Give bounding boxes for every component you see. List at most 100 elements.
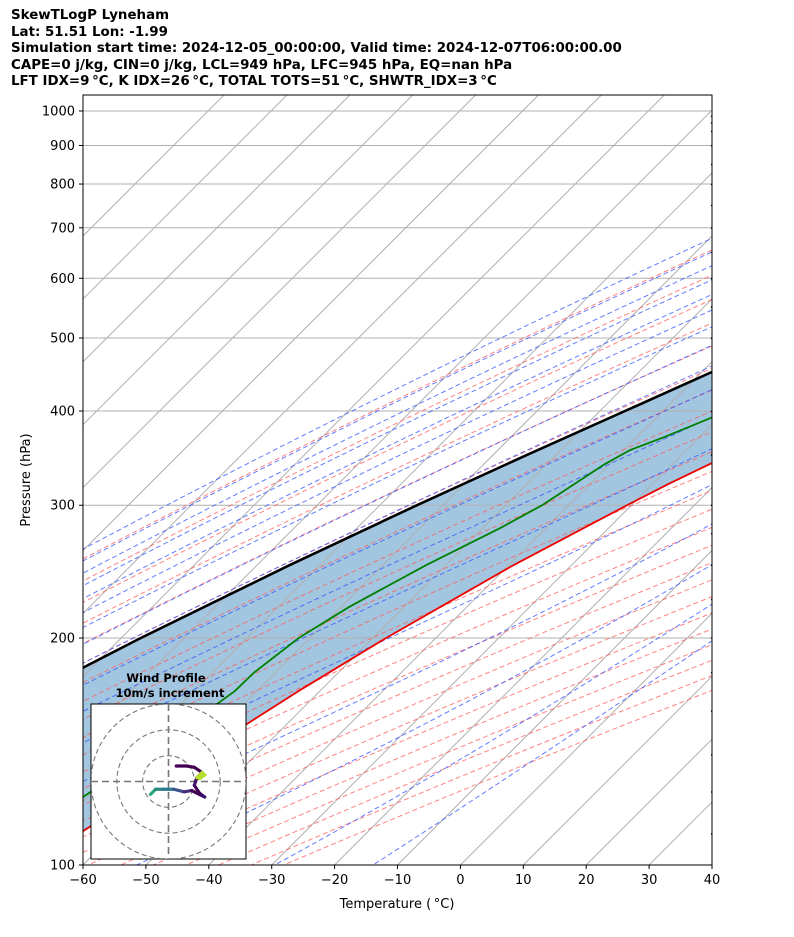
- dry-adiabat-line: [218, 659, 712, 865]
- dry-adiabat-line: [83, 562, 712, 838]
- dry-adiabat-line: [83, 579, 712, 853]
- time-line: Simulation start time: 2024-12-05_00:00:…: [11, 41, 622, 56]
- moist-adiabat-line: [83, 344, 712, 645]
- y-tick-label: 700: [50, 221, 75, 236]
- dry-adiabat-line: [83, 274, 712, 582]
- wind-barb: [710, 533, 712, 535]
- dry-adiabat-line: [83, 451, 712, 739]
- y-tick-label: 400: [50, 405, 75, 420]
- wind-barb: [710, 122, 712, 125]
- temperature-line: [83, 462, 712, 833]
- isotherm-line: [83, 95, 288, 300]
- wind-barb: [710, 454, 712, 457]
- y-tick-label: 800: [50, 178, 75, 193]
- wind-barb: [710, 371, 712, 375]
- x-tick-label: 10: [515, 873, 532, 888]
- wind-profile-inset: Wind Profile 10m/s increment: [90, 671, 247, 860]
- wind-barb: [710, 504, 712, 507]
- wind-barb: [710, 710, 712, 712]
- moist-adiabat-line: [83, 265, 712, 574]
- isotherm-line: [145, 298, 712, 865]
- wind-barb: [710, 833, 712, 835]
- moist-adiabat-line: [83, 448, 712, 744]
- y-tick-label: 100: [50, 859, 75, 874]
- x-tick-label: −30: [258, 873, 285, 888]
- isotherm-line: [397, 549, 712, 865]
- isotherm-line: [83, 95, 351, 363]
- wind-profile-subtitle: 10m/s increment: [116, 686, 225, 700]
- x-tick-label: 30: [641, 873, 658, 888]
- moist-adiabat-line: [83, 279, 712, 587]
- wind-barb: [710, 306, 712, 309]
- indices-line-2: LFT IDX=9 °C, K IDX=26 °C, TOTAL TOTS=51…: [11, 74, 497, 89]
- isotherm-line: [775, 95, 794, 865]
- wind-barb: [710, 598, 712, 601]
- dry-adiabat-line: [83, 322, 712, 624]
- y-tick-label: 300: [50, 499, 75, 514]
- isotherm-line: [334, 486, 712, 865]
- wind-barb: [710, 277, 712, 280]
- wind-barb: [710, 204, 712, 207]
- isotherm-line: [460, 612, 712, 865]
- y-tick-label: 600: [50, 272, 75, 287]
- wind-barb: [710, 754, 712, 756]
- moist-adiabat-line: [83, 237, 712, 550]
- isotherm-line: [83, 95, 539, 552]
- wind-barb: [710, 337, 712, 340]
- x-tick-label: −40: [195, 873, 222, 888]
- moist-adiabat-line: [83, 483, 712, 783]
- wind-barb: [710, 671, 712, 674]
- x-tick-label: −10: [384, 873, 411, 888]
- wind-barb: [710, 410, 712, 413]
- wind-barb: [710, 251, 712, 254]
- x-tick-label: −20: [321, 873, 348, 888]
- moist-adiabat-line: [83, 389, 712, 686]
- hodograph-trace-segment: [172, 787, 186, 794]
- x-tick-label: 0: [456, 873, 464, 888]
- isotherm-line: [208, 361, 712, 865]
- x-tick-label: −50: [132, 873, 159, 888]
- moist-adiabat-line: [83, 326, 712, 629]
- parcel-line: [83, 370, 712, 670]
- isotherm-line: [83, 95, 225, 237]
- wind-barb: [710, 227, 712, 230]
- chart-header: SkewTLogP Lyneham Lat: 51.51 Lon: -1.99 …: [11, 8, 622, 91]
- dry-adiabat-line: [283, 689, 712, 865]
- isotherm-line: [271, 423, 712, 865]
- dry-adiabat-line: [83, 367, 712, 664]
- dry-adiabat-line: [83, 389, 712, 683]
- isotherm-line: [83, 95, 665, 678]
- moist-adiabat-line: [83, 365, 712, 664]
- wind-barb: [710, 115, 712, 118]
- x-tick-label: −60: [69, 873, 96, 888]
- wind-barb: [710, 564, 712, 566]
- wind-barb: [710, 130, 712, 133]
- dry-adiabat-line: [185, 644, 712, 865]
- dry-adiabat-line: [153, 628, 712, 865]
- y-axis-label: Pressure (hPa): [19, 433, 34, 526]
- isotherm-line: [83, 95, 414, 426]
- wind-barb: [710, 791, 712, 793]
- isotherm-line: [83, 95, 476, 489]
- location-line: Lat: 51.51 Lon: -1.99: [11, 24, 168, 40]
- wind-profile-title: Wind Profile: [126, 671, 206, 685]
- dewpoint-line: [83, 416, 712, 799]
- dry-adiabat-line: [83, 544, 712, 822]
- y-tick-label: 500: [50, 331, 75, 346]
- wind-barb: [710, 144, 712, 147]
- chart-title: SkewTLogP Lyneham: [11, 8, 170, 23]
- x-axis-label: Temperature ( °C): [339, 897, 455, 912]
- wind-barb: [710, 163, 712, 166]
- dry-adiabat-line: [83, 249, 712, 560]
- moist-adiabat-line: [83, 523, 712, 831]
- isotherm-line: [711, 864, 712, 865]
- isotherm-line: [522, 675, 712, 865]
- moist-adiabat-line: [83, 309, 712, 614]
- y-tick-label: 900: [50, 139, 75, 154]
- dry-adiabat-line: [83, 298, 712, 603]
- x-tick-label: 40: [704, 873, 721, 888]
- wind-barb: [710, 637, 712, 639]
- hodograph-upper-segment: [195, 770, 208, 781]
- x-tick-label: 20: [578, 873, 595, 888]
